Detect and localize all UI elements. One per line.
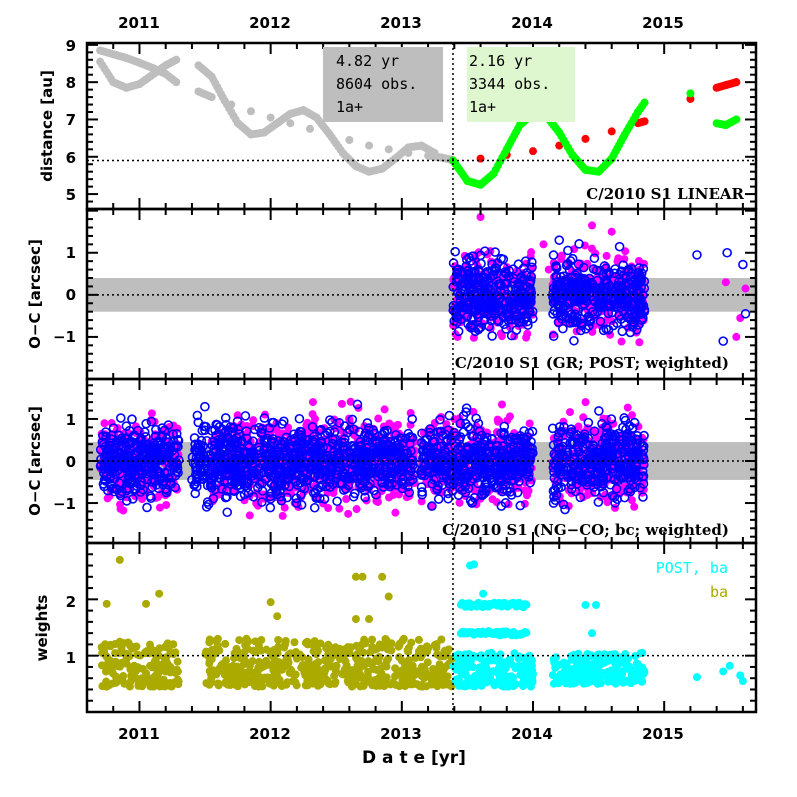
oc-point-filled bbox=[581, 398, 590, 407]
oc-point-open bbox=[222, 507, 233, 518]
distance-point bbox=[555, 141, 564, 150]
oc-point-open bbox=[201, 502, 212, 512]
distance-point bbox=[686, 94, 695, 103]
distance-point bbox=[266, 113, 275, 122]
distance-point bbox=[365, 141, 374, 150]
oc-point-filled bbox=[380, 405, 389, 414]
oc-point-filled bbox=[374, 414, 383, 423]
oc-point-filled bbox=[565, 408, 574, 417]
oc-point-filled bbox=[523, 329, 532, 338]
oc-point-open bbox=[332, 496, 342, 507]
oc-point-filled bbox=[524, 486, 533, 495]
oc-point-filled bbox=[602, 251, 611, 260]
oc-point-open bbox=[240, 411, 251, 421]
distance-point bbox=[529, 147, 537, 156]
distance-point bbox=[384, 145, 393, 154]
oc-outlier-filled bbox=[721, 278, 730, 287]
distance-point bbox=[345, 135, 354, 144]
oc-point-filled bbox=[623, 403, 632, 412]
oc-point-filled bbox=[525, 419, 534, 428]
oc-point-filled bbox=[498, 400, 507, 409]
oc-point-filled bbox=[155, 503, 164, 512]
oc-point-open bbox=[200, 401, 210, 412]
oc-point-filled bbox=[505, 412, 514, 421]
oc-point-open bbox=[309, 502, 320, 513]
oc-point-open bbox=[614, 241, 625, 252]
oc-point-filled bbox=[557, 251, 566, 260]
oc-outlier-filled bbox=[539, 240, 548, 249]
oc-outlier-open bbox=[718, 336, 729, 346]
oc-point-filled bbox=[635, 338, 644, 347]
oc-outlier-filled bbox=[607, 227, 616, 236]
oc-point-filled bbox=[384, 493, 393, 502]
oc-point-open bbox=[567, 253, 578, 264]
oc-point-filled bbox=[596, 317, 605, 326]
oc-point-open bbox=[416, 482, 427, 492]
distance-point bbox=[640, 98, 649, 107]
oc-point-filled bbox=[107, 419, 116, 428]
distance-point bbox=[607, 127, 616, 136]
distance-point bbox=[476, 154, 485, 163]
distance-point bbox=[732, 78, 741, 87]
oc-point-open bbox=[617, 326, 628, 337]
oc-point-filled bbox=[614, 254, 623, 263]
oc-point-open bbox=[433, 494, 444, 504]
oc-point-filled bbox=[308, 410, 317, 419]
distance-point bbox=[732, 115, 741, 124]
distance-point bbox=[172, 78, 181, 87]
oc-point-open bbox=[487, 331, 497, 341]
distance-point bbox=[640, 117, 649, 126]
oc-point-open bbox=[265, 502, 276, 513]
oc-outlier-filled bbox=[588, 221, 597, 230]
oc-outlier-filled bbox=[741, 284, 750, 293]
oc-point-open bbox=[444, 410, 455, 421]
oc-point-filled bbox=[324, 503, 333, 512]
distance-point bbox=[172, 55, 181, 64]
oc-point-open bbox=[127, 414, 137, 425]
distance-point bbox=[246, 107, 255, 116]
oc-point-filled bbox=[278, 511, 287, 520]
oc-outlier-filled bbox=[476, 212, 485, 221]
distance-point bbox=[306, 124, 314, 133]
oc-outlier-open bbox=[554, 235, 565, 245]
oc-point-open bbox=[294, 413, 305, 424]
oc-point-open bbox=[142, 502, 152, 513]
oc-point-filled bbox=[617, 337, 626, 346]
distance-point bbox=[686, 89, 695, 98]
distance-point bbox=[581, 134, 590, 143]
oc-point-filled bbox=[455, 498, 464, 507]
oc-outlier-open bbox=[722, 247, 732, 258]
oc-point-filled bbox=[352, 505, 361, 514]
oc-point-filled bbox=[587, 244, 596, 253]
oc-point-filled bbox=[100, 419, 109, 428]
oc-point-open bbox=[115, 413, 126, 423]
distance-point bbox=[430, 149, 439, 158]
oc-point-open bbox=[548, 250, 559, 260]
oc-point-filled bbox=[497, 332, 506, 341]
oc-outlier-filled bbox=[544, 265, 553, 274]
oc-outlier-open bbox=[692, 250, 702, 260]
distance-point bbox=[207, 93, 216, 102]
oc-outlier-open bbox=[738, 259, 748, 270]
oc-point-filled bbox=[488, 495, 497, 504]
data-layer bbox=[95, 46, 751, 691]
oc-point-filled bbox=[245, 511, 254, 520]
oc-point-open bbox=[569, 335, 579, 346]
oc-outlier-filled bbox=[732, 332, 741, 341]
oc-point-filled bbox=[337, 399, 346, 408]
oc-point-filled bbox=[391, 508, 400, 517]
distance-point bbox=[286, 119, 295, 128]
oc-point-filled bbox=[308, 398, 317, 407]
oc-point-filled bbox=[147, 409, 156, 418]
oc-point-filled bbox=[344, 509, 353, 518]
oc-outlier-filled bbox=[736, 313, 745, 322]
